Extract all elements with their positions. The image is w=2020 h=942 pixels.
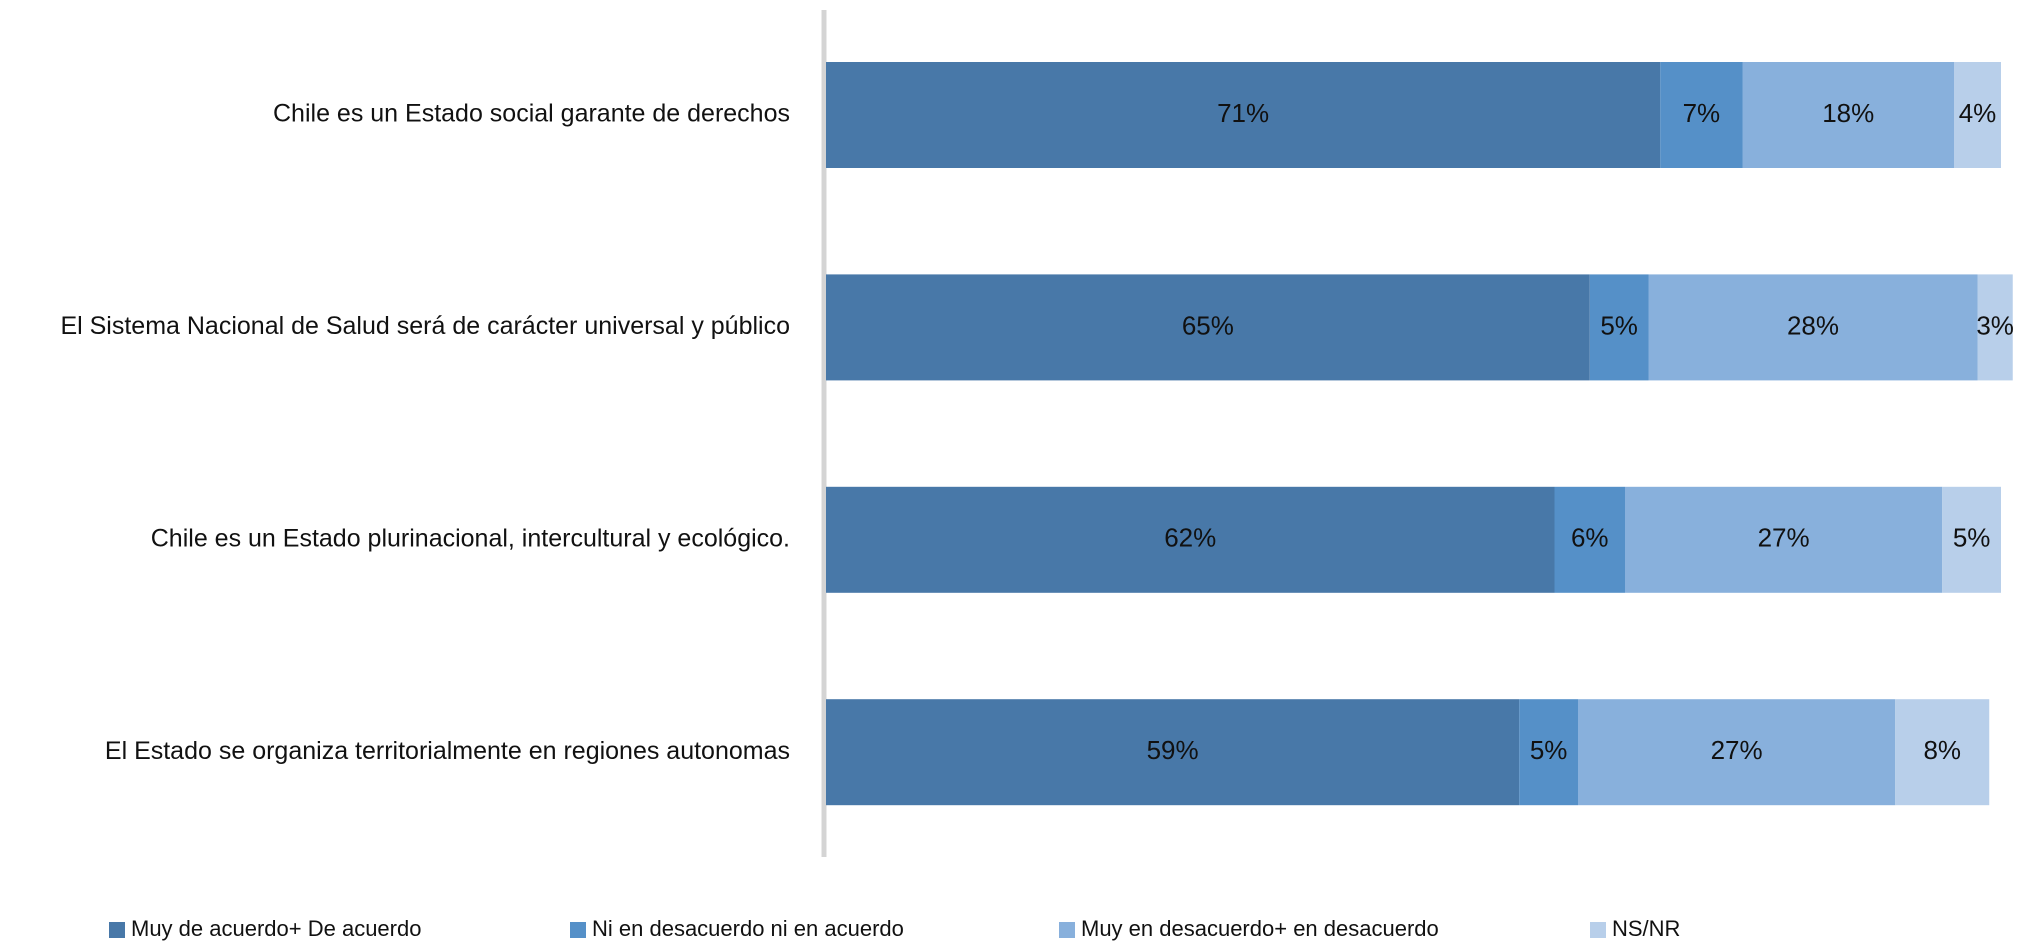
value-label: 5% <box>1530 735 1568 765</box>
legend-swatch <box>109 922 125 938</box>
value-label: 5% <box>1953 523 1991 553</box>
legend-swatch <box>570 922 586 938</box>
bar-segment <box>1578 699 1896 806</box>
category-label: El Estado se organiza territorialmente e… <box>105 737 790 765</box>
value-label: 6% <box>1571 523 1609 553</box>
category-label: Chile es un Estado social garante de der… <box>273 100 790 128</box>
legend-label: Ni en desacuerdo ni en acuerdo <box>592 916 904 941</box>
category-label: El Sistema Nacional de Salud será de car… <box>60 312 790 340</box>
value-label: 59% <box>1147 735 1199 765</box>
value-label: 3% <box>1976 310 2014 340</box>
value-label: 65% <box>1182 310 1234 340</box>
bar-segment <box>1660 62 1743 168</box>
legend-label: NS/NR <box>1612 916 1680 941</box>
bar-segment <box>826 62 1661 168</box>
category-label: Chile es un Estado plurinacional, interc… <box>151 524 790 552</box>
value-label: 27% <box>1758 523 1810 553</box>
value-label: 4% <box>1959 98 1997 128</box>
bar-segment <box>826 274 1590 381</box>
value-label: 71% <box>1217 98 1269 128</box>
bar-segment <box>826 486 1555 593</box>
bar-segment <box>1954 62 2001 168</box>
value-label: 8% <box>1923 735 1961 765</box>
bar-segment <box>1977 274 2013 381</box>
value-label: 7% <box>1683 98 1721 128</box>
bar-segment <box>1942 486 2001 593</box>
bar-segment <box>1554 486 1625 593</box>
bar-segment <box>1519 699 1578 806</box>
bar-segment <box>1895 699 1990 806</box>
value-label: 62% <box>1164 523 1216 553</box>
value-label: 5% <box>1600 310 1638 340</box>
bar-segment <box>826 699 1520 806</box>
legend-swatch <box>1059 922 1075 938</box>
bar-segment <box>1648 274 1978 381</box>
value-label: 27% <box>1711 735 1763 765</box>
bar-segment <box>1742 62 1954 168</box>
bar-segment <box>1589 274 1649 381</box>
value-label: 28% <box>1787 310 1839 340</box>
value-label: 18% <box>1822 98 1874 128</box>
bar-segment <box>1625 486 1943 593</box>
legend-label: Muy de acuerdo+ De acuerdo <box>131 916 421 941</box>
legend-swatch <box>1590 922 1606 938</box>
legend-label: Muy en desacuerdo+ en desacuerdo <box>1081 916 1439 941</box>
